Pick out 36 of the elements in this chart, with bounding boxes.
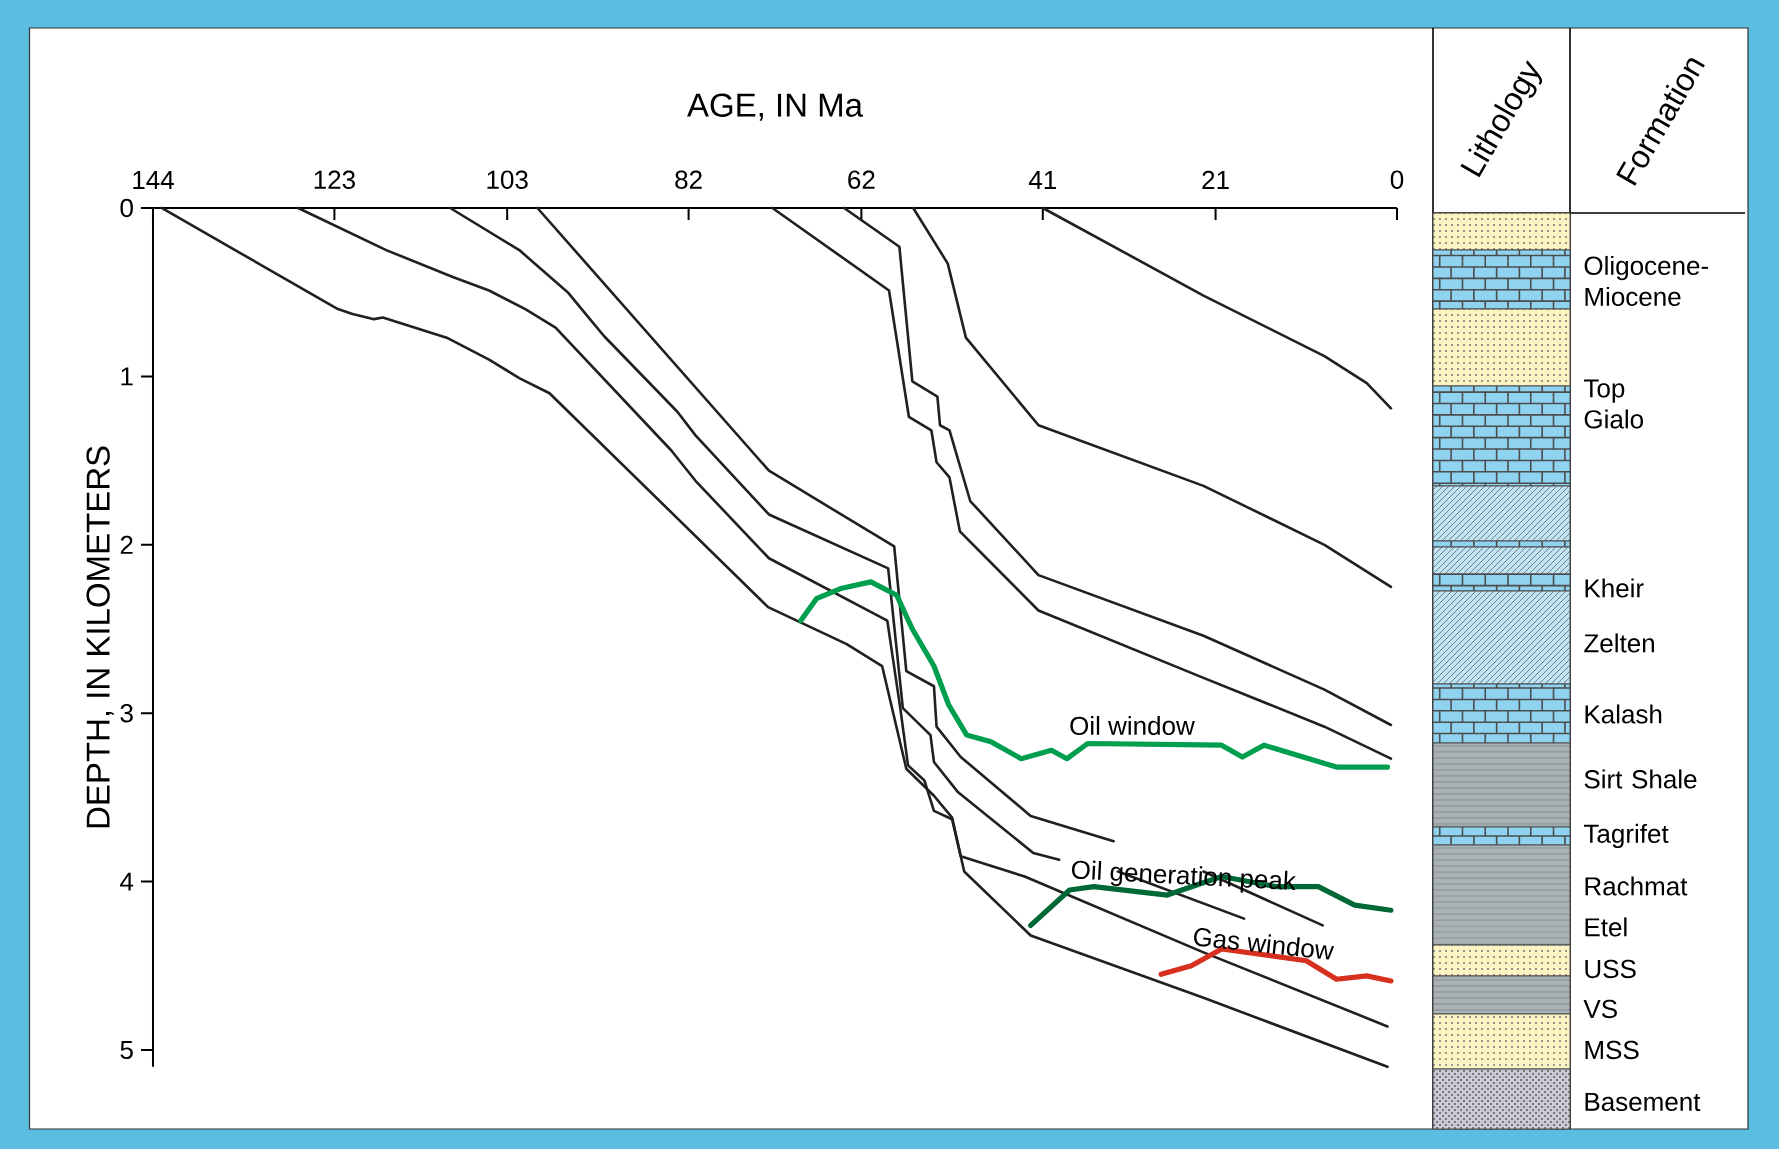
y-tick-label: 1 — [121, 367, 133, 386]
text: Tagrifet — [1584, 823, 1669, 849]
x-tick-label: 103 — [487, 170, 528, 189]
x-tick-label: 41 — [1028, 171, 1056, 189]
y-tick-label: 2 — [120, 535, 133, 554]
line-series — [771, 206, 1393, 760]
text: Zelten — [1584, 633, 1654, 653]
y-tick-label: 5 — [120, 1040, 133, 1060]
text: Kalash — [1585, 704, 1662, 724]
text: Etel — [1585, 917, 1627, 937]
line-series — [911, 206, 1393, 589]
x-tick-label: 144 — [133, 171, 174, 189]
x-tick-label: 123 — [314, 170, 355, 189]
text: Basement — [1585, 1092, 1701, 1112]
x-tick-label: 0 — [1390, 170, 1404, 189]
x-axis-title: AGE, IN Ma — [687, 93, 863, 121]
x-tick-label: 62 — [848, 170, 875, 189]
line-series — [1041, 206, 1393, 410]
text: VS — [1583, 999, 1617, 1019]
text: USS — [1585, 959, 1636, 979]
text: Rachmat — [1585, 876, 1688, 896]
line-series — [160, 206, 1389, 1069]
text: MSS — [1585, 1040, 1639, 1060]
text: Sirt Shale — [1584, 769, 1697, 789]
text: Oligocene-Miocene — [1584, 255, 1708, 307]
text: Kheir — [1585, 578, 1644, 598]
text: Gas window — [1194, 928, 1335, 960]
y-tick-label: 4 — [120, 872, 134, 891]
y-tick-label: 0 — [120, 198, 133, 218]
y-tick-label: 3 — [120, 703, 133, 723]
series-label: Oil generation peak — [1071, 860, 1296, 893]
series-label: Oil window — [1070, 716, 1195, 736]
x-tick-label: 82 — [675, 170, 702, 189]
x-tick-label: 21 — [1202, 170, 1229, 189]
text: Top Gialo — [1584, 379, 1643, 429]
y-axis-title: DEPTH, IN KILOMETERS — [86, 446, 114, 828]
